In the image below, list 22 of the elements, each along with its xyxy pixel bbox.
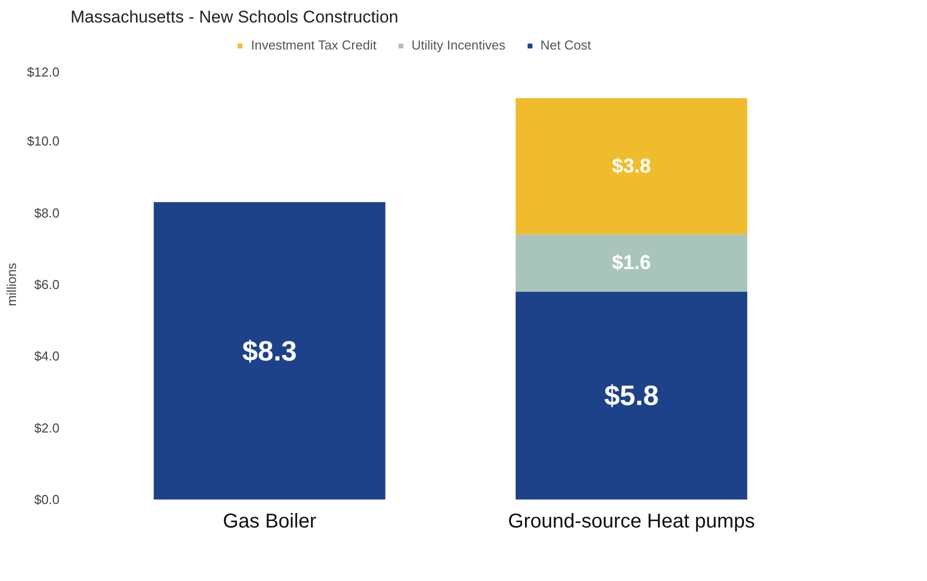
data-label: $5.8 [604,380,659,412]
y-tick-label: $2.0 [34,420,60,436]
y-axis-title: millions [4,262,19,306]
data-label: $1.6 [612,252,651,274]
y-tick-label: $8.0 [34,205,60,220]
legend-label: Net Cost [540,38,591,52]
legend-label: Investment Tax Credit [250,38,376,52]
bar [516,234,748,292]
x-tick-label: Gas Boiler [222,510,317,532]
y-tick-label: $0.0 [34,492,60,507]
y-tick-label: $4.0 [34,348,60,364]
y-tick-label: $12.0 [26,64,60,80]
y-tick-label: $10.0 [26,134,60,149]
data-label: $3.8 [612,155,651,178]
bar [154,202,386,500]
bar [516,98,748,234]
chart-title: Massachusetts - New Schools Construction [70,8,398,26]
x-tick-label: Ground-source Heat pumps [508,510,755,532]
bar [516,292,748,500]
y-tick-label: $6.0 [34,277,60,292]
legend-label: Utility Incentives [411,38,506,52]
data-label: $8.3 [242,335,297,366]
